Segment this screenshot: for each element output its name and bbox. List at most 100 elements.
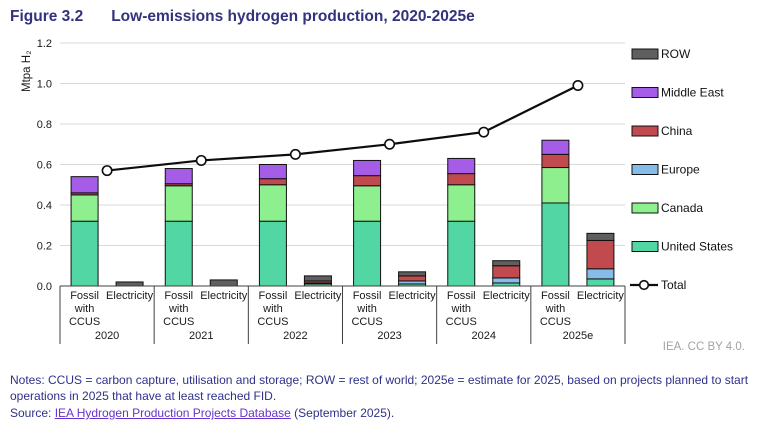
- source-link[interactable]: IEA Hydrogen Production Projects Databas…: [54, 406, 291, 420]
- bar-label-fossil-line: CCUS: [540, 316, 571, 328]
- legend-swatch-china: [631, 125, 659, 137]
- y-tick-label: 1.0: [37, 79, 52, 91]
- bar-label-fossil-line: with: [356, 303, 377, 315]
- y-tick-label: 0.4: [37, 200, 52, 212]
- legend-swatch-middle-east: [631, 87, 659, 98]
- bar-segment-2020-electricity-row: [115, 281, 144, 287]
- total-line-marker: [572, 80, 584, 92]
- bar-segment-2025e-fossil-with-ccus-united-states: [541, 202, 570, 287]
- license-credit: IEA. CC BY 4.0.: [662, 341, 745, 353]
- bar-label-fossil-line: with: [450, 303, 471, 315]
- year-label: 2022: [283, 330, 307, 342]
- bar-label-fossil-line: CCUS: [351, 316, 382, 328]
- bar-label-fossil-line: with: [168, 303, 189, 315]
- bar-segment-2020-fossil-with-ccus-middle-east: [70, 176, 99, 194]
- bar-segment-2024-fossil-with-ccus-united-states: [447, 220, 476, 287]
- bar-segment-2022-fossil-with-ccus-china: [258, 178, 287, 186]
- legend-label: Canada: [661, 201, 703, 215]
- bar-label-fossil-line: Fossil: [164, 290, 193, 302]
- bar-label-fossil-line: with: [74, 303, 95, 315]
- bar-segment-2024-electricity-row: [492, 260, 521, 267]
- bar-segment-2024-fossil-with-ccus-middle-east: [447, 157, 476, 175]
- y-tick-label: 1.2: [37, 38, 52, 50]
- figure-number: Figure 3.2: [10, 8, 84, 25]
- bar-segment-2022-fossil-with-ccus-middle-east: [258, 164, 287, 180]
- total-line-marker: [289, 148, 301, 160]
- total-line-marker: [195, 154, 207, 166]
- legend-swatch-united-states: [631, 241, 659, 252]
- legend-total-marker-icon: [638, 279, 650, 291]
- bar-segment-2021-fossil-with-ccus-canada: [164, 185, 193, 222]
- source-line: Source: IEA Hydrogen Production Projects…: [10, 406, 752, 420]
- legend-swatch-europe: [631, 164, 659, 175]
- y-tick-label: 0.6: [37, 160, 52, 172]
- bar-segment-2023-fossil-with-ccus-middle-east: [353, 159, 382, 177]
- year-label: 2025e: [563, 330, 594, 342]
- bar-label-fossil-line: CCUS: [69, 316, 100, 328]
- bar-segment-2024-electricity-china: [492, 265, 521, 279]
- source-suffix: (September 2025).: [290, 406, 395, 420]
- bar-segment-2025e-fossil-with-ccus-canada: [541, 167, 570, 204]
- bar-segment-2025e-electricity-china: [586, 239, 615, 270]
- bar-segment-2022-fossil-with-ccus-canada: [258, 184, 287, 222]
- bar-segment-2023-electricity-row: [398, 271, 427, 277]
- legend-label: ROW: [661, 47, 691, 61]
- legend-label: United States: [661, 240, 733, 254]
- y-axis-title: Mtpa H₂: [21, 50, 33, 92]
- bar-segment-2024-fossil-with-ccus-china: [447, 173, 476, 186]
- bar-label-electricity: Electricity: [294, 290, 342, 302]
- y-tick-label: 0.2: [37, 241, 52, 253]
- legend-item-row: ROW: [631, 47, 691, 61]
- bar-label-electricity: Electricity: [106, 290, 154, 302]
- bar-label-fossil-line: Fossil: [70, 290, 99, 302]
- bar-segment-2024-fossil-with-ccus-canada: [447, 184, 476, 222]
- bar-label-electricity: Electricity: [200, 290, 248, 302]
- bar-segment-2023-fossil-with-ccus-china: [353, 175, 382, 187]
- total-line-marker: [101, 165, 113, 177]
- bar-segment-2023-fossil-with-ccus-united-states: [353, 220, 382, 287]
- bar-label-electricity: Electricity: [389, 290, 437, 302]
- year-label: 2021: [189, 330, 213, 342]
- y-tick-label: 0.8: [37, 119, 52, 131]
- bar-segment-2025e-electricity-united-states: [586, 278, 615, 287]
- total-line-marker: [478, 126, 490, 138]
- bar-segment-2022-fossil-with-ccus-united-states: [258, 220, 287, 287]
- bar-segment-2021-fossil-with-ccus-united-states: [164, 220, 193, 287]
- bar-segment-2025e-fossil-with-ccus-middle-east: [541, 139, 570, 155]
- bar-segment-2023-fossil-with-ccus-canada: [353, 185, 382, 222]
- bar-label-fossil-line: with: [262, 303, 283, 315]
- bar-label-electricity: Electricity: [577, 290, 625, 302]
- figure-heading: Low-emissions hydrogen production, 2020-…: [111, 8, 475, 25]
- bar-label-fossil-line: Fossil: [447, 290, 476, 302]
- bar-segment-2024-electricity-europe: [492, 277, 521, 284]
- bar-segment-2021-fossil-with-ccus-middle-east: [164, 168, 193, 185]
- bar-label-fossil-line: Fossil: [353, 290, 382, 302]
- bar-label-fossil-line: Fossil: [259, 290, 288, 302]
- legend-label: Total: [661, 278, 686, 292]
- total-line-marker: [384, 138, 396, 150]
- bar-label-fossil-line: with: [545, 303, 566, 315]
- total-line: [106, 84, 579, 172]
- year-label: 2024: [472, 330, 496, 342]
- legend-swatch-row: [631, 48, 659, 60]
- bar-label-electricity: Electricity: [483, 290, 531, 302]
- year-label: 2020: [95, 330, 119, 342]
- notes-text: Notes: CCUS = carbon capture, utilisatio…: [10, 373, 749, 403]
- legend-item-united-states: United States: [631, 240, 733, 254]
- bar-label-fossil-line: Fossil: [541, 290, 570, 302]
- bar-label-fossil-line: CCUS: [446, 316, 477, 328]
- bar-label-fossil-line: CCUS: [163, 316, 194, 328]
- legend-item-middle-east: Middle East: [631, 86, 724, 100]
- bar-segment-2021-electricity-row: [209, 279, 238, 287]
- legend-item-europe: Europe: [631, 163, 700, 177]
- source-prefix: Source:: [10, 406, 55, 420]
- year-label: 2023: [377, 330, 401, 342]
- figure-title: Figure 3.2 Low-emissions hydrogen produc…: [10, 8, 475, 26]
- bar-segment-2025e-fossil-with-ccus-china: [541, 153, 570, 169]
- bar-segment-2025e-electricity-row: [586, 232, 615, 241]
- legend-item-china: China: [631, 124, 693, 138]
- legend-label: Europe: [661, 163, 700, 177]
- bar-label-fossil-line: CCUS: [257, 316, 288, 328]
